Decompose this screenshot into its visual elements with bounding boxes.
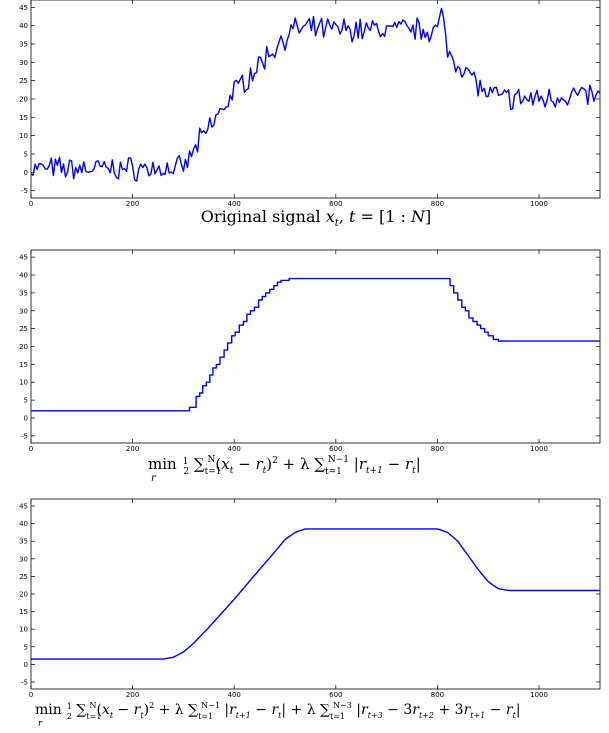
y-tick-label: 5: [24, 643, 28, 651]
x-tick-label: 600: [329, 691, 342, 699]
y-tick-label: 35: [19, 41, 28, 49]
y-tick-label: -5: [21, 678, 28, 686]
y-tick-label: 30: [19, 59, 28, 67]
x-tick-label: 400: [228, 200, 241, 208]
y-tick-label: 20: [19, 591, 28, 599]
y-tick-label: 20: [19, 96, 28, 104]
caption-min-subscript: r: [151, 473, 157, 484]
caption-tv-objective: min 1 2 ∑t=1N(xt − rt)2 + λ ∑t=1N−1 |rt+1 …: [148, 455, 421, 477]
y-tick-label: 40: [19, 22, 28, 30]
y-tick-label: 45: [19, 254, 28, 262]
x-tick-label: 0: [29, 691, 33, 699]
y-tick-label: -5: [21, 187, 28, 195]
y-tick-label: 35: [19, 289, 28, 297]
series-group: [31, 277, 600, 412]
y-tick-label: 25: [19, 573, 28, 581]
y-tick-label: 30: [19, 307, 28, 315]
x-tick-label: 600: [329, 445, 342, 453]
x-tick-label: 200: [126, 691, 139, 699]
y-tick-label: 20: [19, 343, 28, 351]
y-tick-label: 0: [24, 661, 28, 669]
x-tick-label: 200: [126, 445, 139, 453]
x-tick-label: 1000: [530, 691, 548, 699]
y-tick-label: 15: [19, 114, 28, 122]
series-line: [31, 528, 600, 660]
x-tick-label: 0: [29, 200, 33, 208]
y-tick-label: 15: [19, 361, 28, 369]
x-tick-label: 200: [126, 200, 139, 208]
caption-min-subscript: r: [38, 719, 43, 729]
y-tick-label: 5: [24, 397, 28, 405]
x-tick-label: 800: [431, 445, 444, 453]
y-tick-label: 40: [19, 272, 28, 280]
x-tick-label: 600: [329, 200, 342, 208]
series-line: [31, 277, 600, 412]
y-tick-label: 10: [19, 132, 28, 140]
series-line: [30, 7, 601, 182]
y-tick-label: -5: [21, 432, 28, 440]
y-tick-label: 10: [19, 626, 28, 634]
x-tick-label: 800: [431, 200, 444, 208]
y-tick-label: 25: [19, 77, 28, 85]
y-tick-label: 45: [19, 4, 28, 12]
y-tick-label: 35: [19, 538, 28, 546]
x-tick-label: 1000: [530, 200, 548, 208]
caption-higher-order-objective: min 1 2 ∑t=1N(xt − rt)2 + λ ∑t=1N−1 |rt+1 …: [35, 701, 521, 721]
y-tick-label: 45: [19, 503, 28, 511]
y-tick-label: 5: [24, 151, 28, 159]
x-tick-label: 1000: [530, 445, 548, 453]
y-tick-label: 15: [19, 608, 28, 616]
y-tick-label: 0: [24, 414, 28, 422]
y-tick-label: 10: [19, 379, 28, 387]
series-group: [31, 528, 600, 660]
plot-frame: [30, 498, 601, 690]
x-tick-label: 0: [29, 445, 33, 453]
x-tick-label: 400: [228, 691, 241, 699]
y-tick-label: 40: [19, 520, 28, 528]
y-tick-label: 25: [19, 325, 28, 333]
y-tick-label: 30: [19, 555, 28, 563]
x-tick-label: 400: [228, 445, 241, 453]
caption-original-signal: Original signal xt, t = [1 : N]: [201, 207, 431, 229]
x-tick-label: 800: [431, 691, 444, 699]
series-group: [30, 7, 601, 182]
y-tick-label: 0: [24, 169, 28, 177]
